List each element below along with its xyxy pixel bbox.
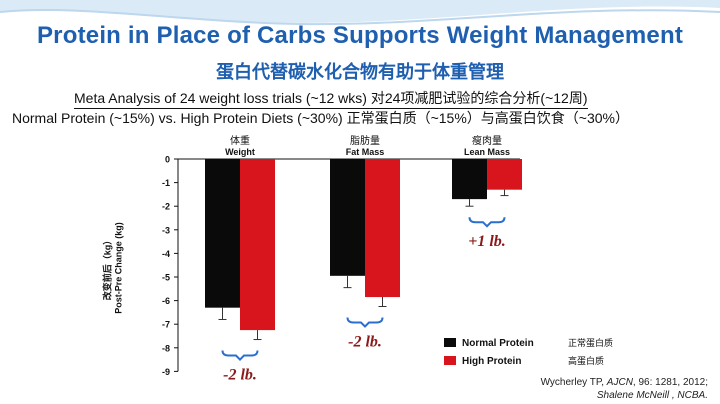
category-label-chinese: 瘦肉量	[472, 134, 502, 147]
citation-volume: , 96: 1281, 2012;	[632, 377, 708, 388]
legend-swatch-high	[444, 356, 456, 365]
citation-author: Wycherley TP,	[540, 377, 607, 388]
category-label-chinese: 脂肪量	[350, 134, 380, 147]
legend-label-chinese: 高蛋白质	[568, 355, 604, 367]
y-tick-label: -3	[162, 225, 170, 235]
bar-normal-protein	[452, 159, 487, 200]
bar-normal-protein	[205, 159, 240, 308]
y-tick-label: -9	[162, 367, 170, 377]
title-english: Protein in Place of Carbs Supports Weigh…	[36, 22, 684, 49]
legend-swatch-normal	[444, 338, 456, 347]
y-tick-label: -2	[162, 202, 170, 212]
y-tick-label: -1	[162, 178, 170, 188]
bar-high-protein	[365, 159, 400, 298]
y-tick-label: -5	[162, 273, 170, 283]
bar-high-protein	[487, 159, 522, 190]
category-label-english: Fat Mass	[346, 147, 385, 157]
legend-label: Normal Protein	[462, 338, 534, 349]
legend-label-chinese: 正常蛋白质	[568, 337, 613, 349]
difference-annotation: +1 lb.	[468, 233, 506, 250]
y-tick-label: -7	[162, 320, 170, 330]
y-tick-label: -6	[162, 296, 170, 306]
difference-annotation: -2 lb.	[223, 367, 257, 384]
bar-normal-protein	[330, 159, 365, 276]
header-wave-decoration	[0, 0, 720, 26]
legend-label: High Protein	[462, 356, 521, 367]
meta-analysis-subtitle: Meta Analysis of 24 weight loss trials (…	[74, 88, 588, 109]
y-tick-label: 0	[165, 155, 170, 165]
citation-credit: Shalene McNeill , NCBA.	[596, 390, 708, 401]
difference-annotation: -2 lb.	[348, 334, 382, 351]
difference-bracket	[468, 217, 506, 228]
y-tick-label: -4	[162, 249, 170, 259]
bar-high-protein	[240, 159, 275, 331]
category-label-english: Weight	[225, 147, 255, 157]
category-label-chinese: 体重	[230, 134, 250, 147]
diet-comparison-text: Normal Protein (~15%) vs. High Protein D…	[12, 110, 629, 126]
citation: Wycherley TP, AJCN, 96: 1281, 2012; Shal…	[541, 376, 708, 402]
y-tick-label: -8	[162, 343, 170, 353]
difference-bracket	[346, 317, 384, 328]
difference-bracket	[221, 350, 259, 361]
category-label-english: Lean Mass	[464, 147, 510, 157]
title-chinese: 蛋白代替碳水化合物有助于体重管理	[216, 62, 504, 82]
citation-journal: AJCN	[606, 377, 633, 388]
